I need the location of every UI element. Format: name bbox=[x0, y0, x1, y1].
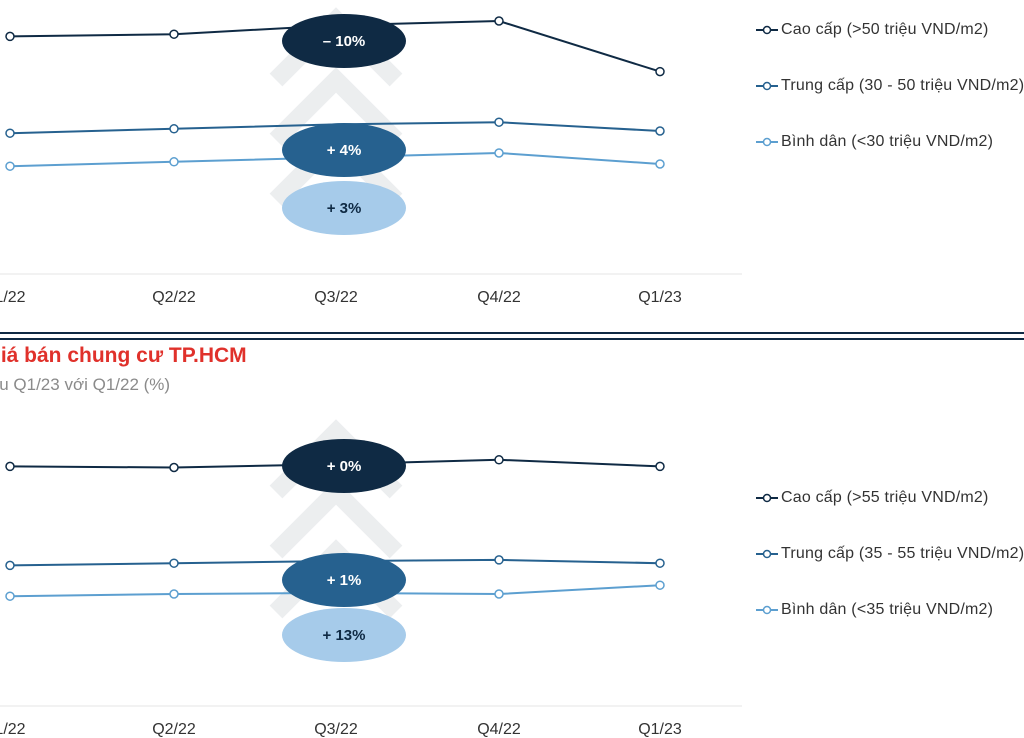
x-tick-label: Q3/22 bbox=[314, 721, 358, 738]
change-badge bbox=[282, 439, 406, 493]
chart-title: giá bán chung cư TP.HCM bbox=[0, 344, 247, 367]
data-point bbox=[5, 560, 15, 571]
legend-label: Trung cấp (30 - 50 triệu VND/m2) bbox=[781, 77, 1024, 94]
x-tick-label: Q1/23 bbox=[638, 721, 682, 738]
x-tick-label: Q4/22 bbox=[477, 721, 521, 738]
data-point bbox=[655, 126, 665, 136]
legend-item-affordable: Bình dân (<35 triệu VND/m2) bbox=[756, 600, 1024, 620]
change-badge bbox=[282, 181, 406, 235]
change-badge bbox=[282, 553, 406, 607]
bottom-line-chart: 1/22 Q2/22 Q3/22 Q4/22 Q1/23 + 0% + 1% + 13% bbox=[0, 419, 742, 738]
change-badge bbox=[282, 608, 406, 662]
change-badge-label: + 13% bbox=[323, 627, 366, 644]
legend-label: Cao cấp (>55 triệu VND/m2) bbox=[781, 489, 989, 506]
change-badge-label: + 4% bbox=[327, 142, 362, 159]
legend-line-marker-icon bbox=[756, 81, 778, 91]
data-point bbox=[494, 16, 504, 26]
legend-item-premium: Cao cấp (>55 triệu VND/m2) bbox=[756, 488, 1024, 508]
data-point bbox=[169, 124, 179, 134]
change-badge-label: + 3% bbox=[327, 200, 362, 217]
change-badge bbox=[282, 14, 406, 68]
legend-line-marker-icon bbox=[756, 25, 778, 35]
data-point bbox=[494, 148, 504, 158]
legend-item-midrange: Trung cấp (30 - 50 triệu VND/m2) bbox=[756, 76, 1024, 96]
x-tick-label: Q2/22 bbox=[152, 289, 196, 306]
change-badge bbox=[282, 123, 406, 177]
x-tick-label: Q3/22 bbox=[314, 289, 358, 306]
section-divider bbox=[0, 332, 1024, 334]
data-point bbox=[655, 580, 665, 590]
top-chart-legend: Cao cấp (>50 triệu VND/m2) Trung cấp (30… bbox=[756, 20, 1024, 188]
section-divider bbox=[0, 338, 1024, 340]
x-tick-label: 1/22 bbox=[0, 289, 26, 306]
x-tick-label: 1/22 bbox=[0, 721, 26, 738]
data-point bbox=[5, 591, 15, 601]
data-point bbox=[5, 31, 15, 42]
data-point bbox=[169, 589, 179, 599]
x-tick-label: Q2/22 bbox=[152, 721, 196, 738]
chart-subtitle: iệu Q1/23 với Q1/22 (%) bbox=[0, 375, 171, 394]
legend-line-marker-icon bbox=[756, 605, 778, 615]
legend-label: Trung cấp (35 - 55 triệu VND/m2) bbox=[781, 545, 1024, 562]
data-point bbox=[169, 157, 179, 167]
bottom-chart-legend: Cao cấp (>55 triệu VND/m2) Trung cấp (35… bbox=[756, 488, 1024, 656]
data-point bbox=[494, 117, 504, 127]
change-badge-label: + 0% bbox=[327, 458, 362, 475]
data-point bbox=[169, 29, 179, 39]
data-point bbox=[5, 461, 15, 472]
x-tick-label: Q1/23 bbox=[638, 289, 682, 306]
legend-label: Bình dân (<35 triệu VND/m2) bbox=[781, 601, 994, 618]
legend-line-marker-icon bbox=[756, 137, 778, 147]
legend-label: Cao cấp (>50 triệu VND/m2) bbox=[781, 21, 989, 38]
legend-item-affordable: Bình dân (<30 triệu VND/m2) bbox=[756, 132, 1024, 152]
data-point bbox=[655, 159, 665, 169]
data-point bbox=[5, 161, 15, 171]
legend-line-marker-icon bbox=[756, 493, 778, 503]
change-badge-label: + 1% bbox=[327, 572, 362, 589]
data-point bbox=[655, 558, 665, 568]
legend-line-marker-icon bbox=[756, 549, 778, 559]
data-point bbox=[494, 589, 504, 599]
data-point bbox=[169, 558, 179, 568]
data-point bbox=[655, 461, 665, 472]
data-point bbox=[494, 455, 504, 465]
x-tick-label: Q4/22 bbox=[477, 289, 521, 306]
data-point bbox=[494, 555, 504, 565]
data-point bbox=[169, 462, 179, 473]
legend-item-midrange: Trung cấp (35 - 55 triệu VND/m2) bbox=[756, 544, 1024, 564]
change-badge-label: – 10% bbox=[323, 33, 366, 50]
legend-item-premium: Cao cấp (>50 triệu VND/m2) bbox=[756, 20, 1024, 40]
data-point bbox=[655, 66, 665, 77]
data-point bbox=[5, 128, 15, 138]
top-line-chart: 1/22 Q2/22 Q3/22 Q4/22 Q1/23 – 10% + 4% + 3% bbox=[0, 7, 742, 306]
legend-label: Bình dân (<30 triệu VND/m2) bbox=[781, 133, 994, 150]
